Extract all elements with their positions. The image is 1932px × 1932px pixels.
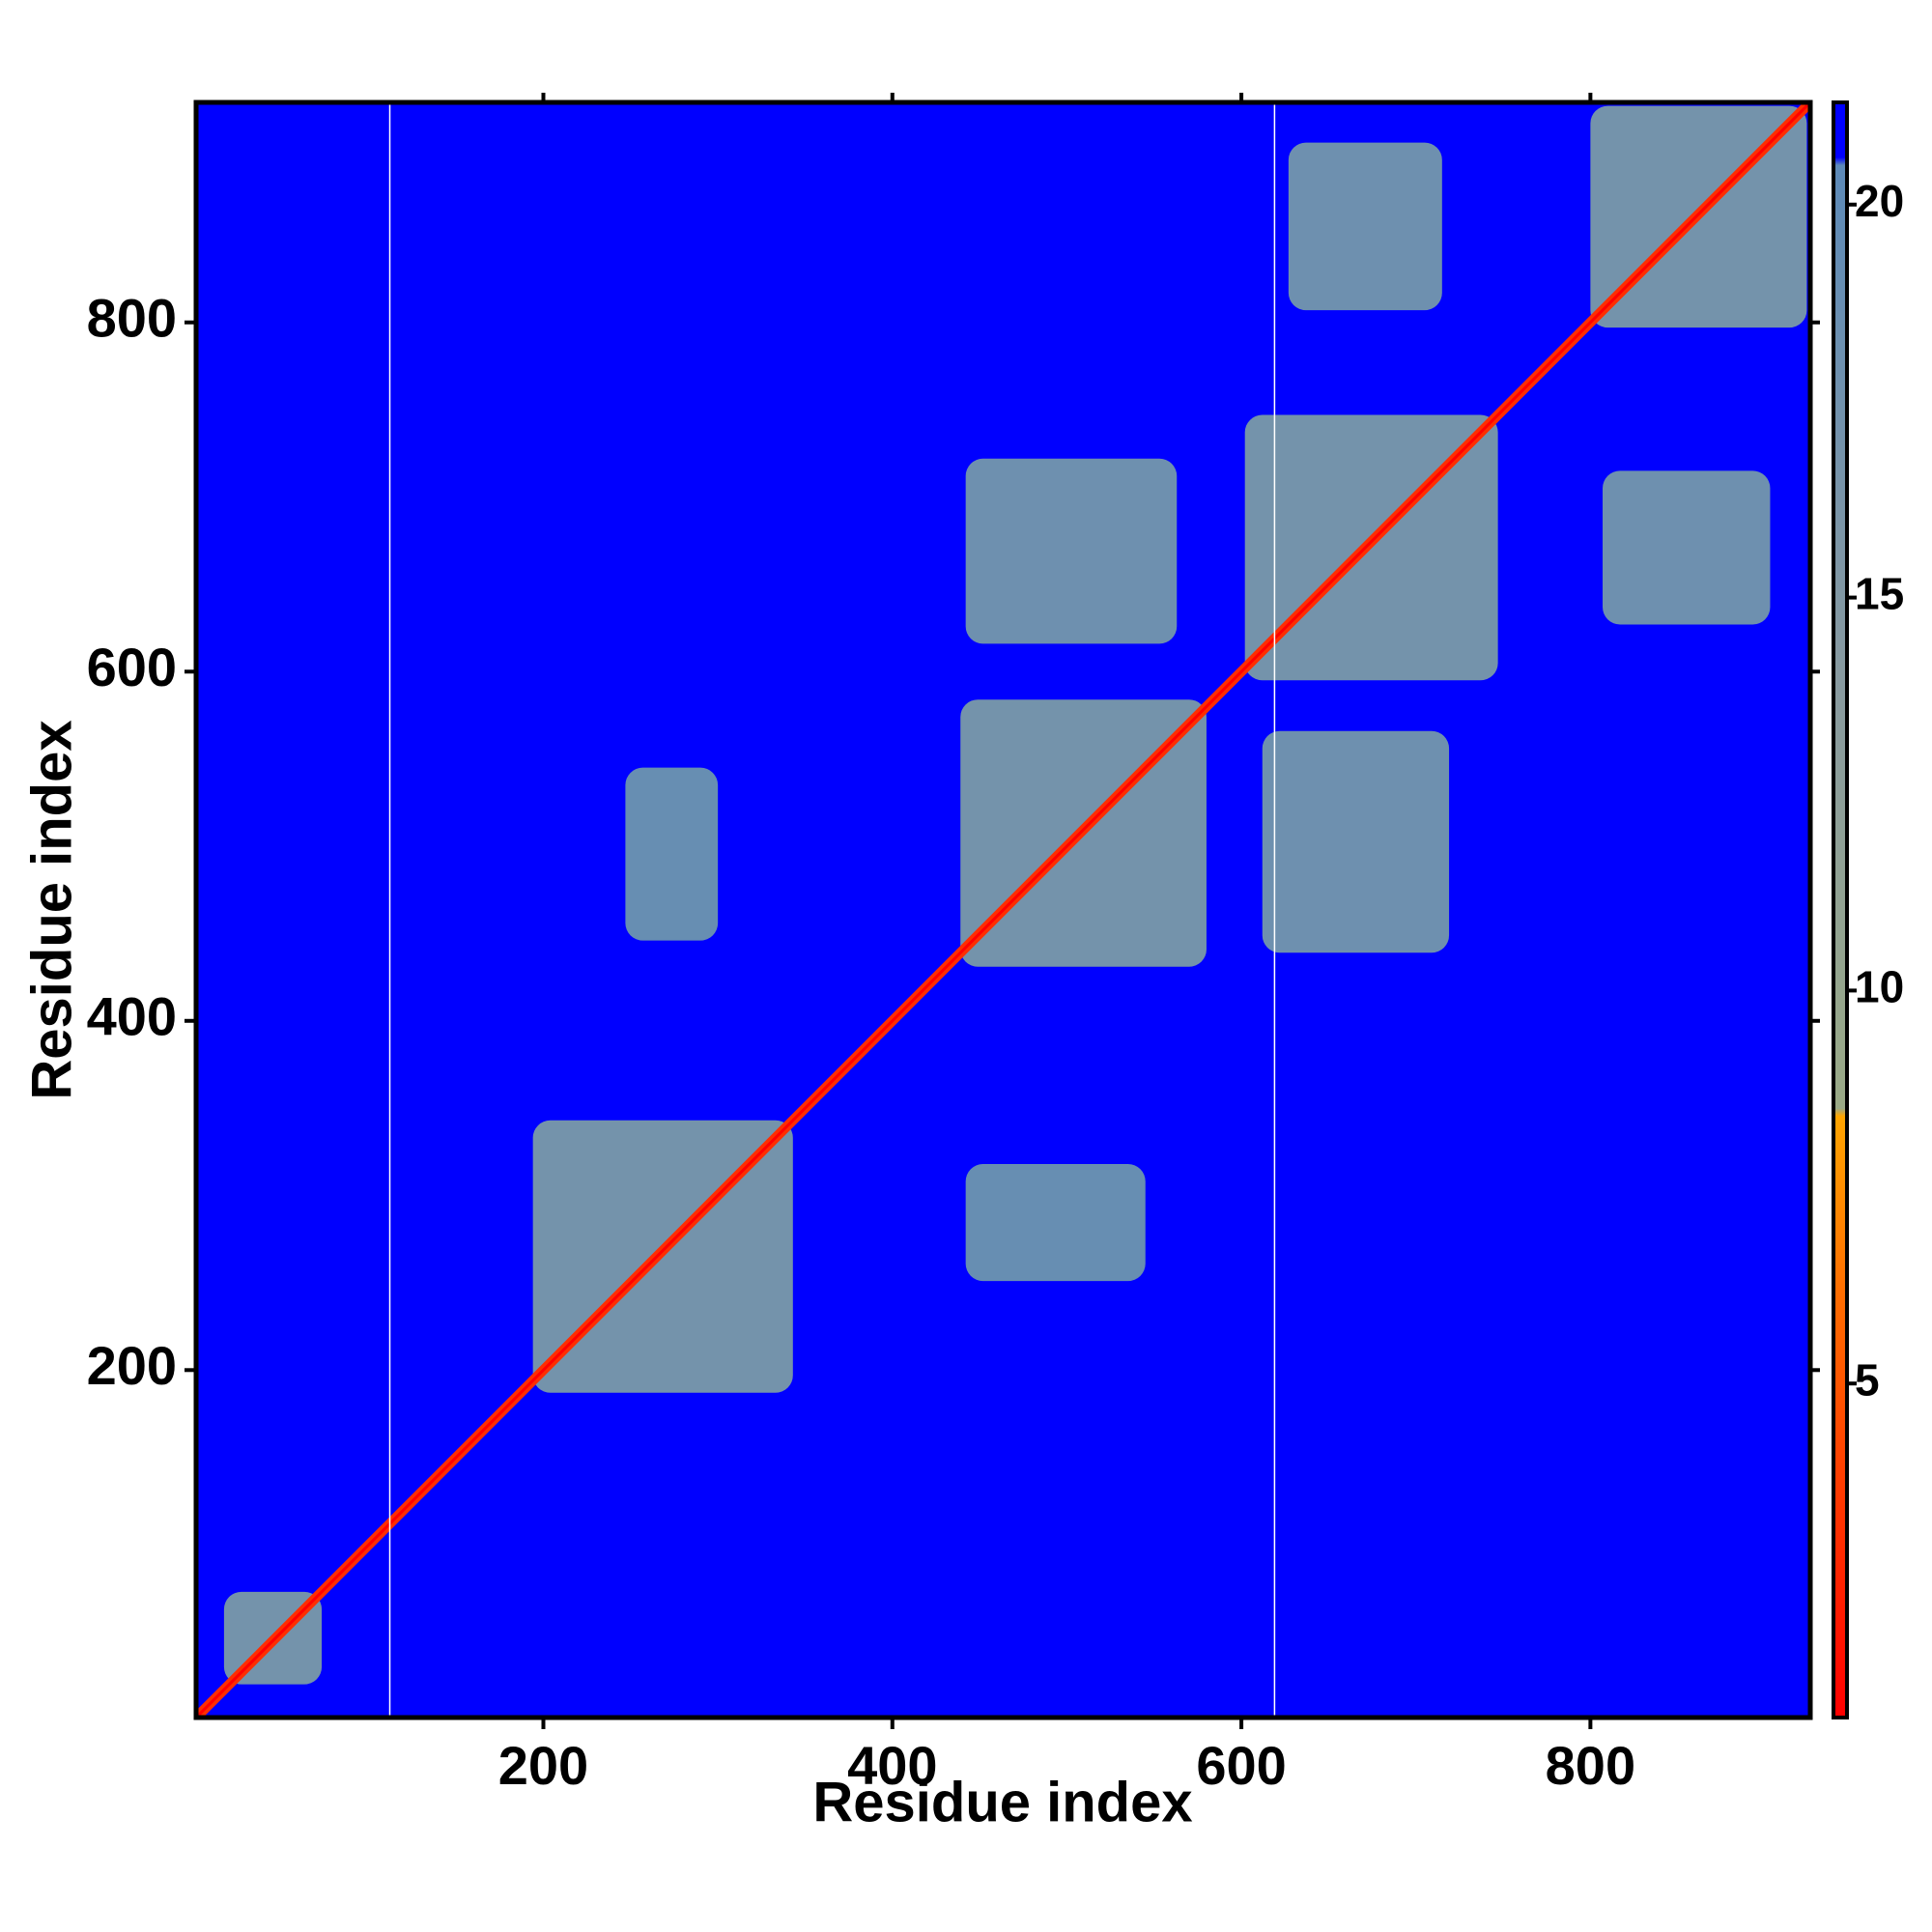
- diagonal-core: [196, 102, 1810, 1718]
- x-tick-label: 800: [1546, 1735, 1635, 1796]
- colorbar: [1832, 100, 1849, 1719]
- contact-region: [965, 1164, 1146, 1282]
- x-axis-title: Residue index: [812, 1771, 1192, 1833]
- y-tick-label: 600: [87, 637, 177, 697]
- contact-region: [965, 458, 1178, 644]
- colorbar-tick-label: 15: [1855, 569, 1904, 619]
- contact-region: [1262, 730, 1450, 953]
- contact-region: [625, 767, 719, 941]
- x-tick-label: 200: [498, 1735, 588, 1796]
- contact-region: [1603, 470, 1771, 625]
- x-tick-label: 600: [1196, 1735, 1286, 1796]
- colorbar-tick-label: 20: [1855, 176, 1904, 226]
- colorbar-tick-label: 10: [1855, 962, 1904, 1012]
- plot-frame: [193, 99, 1813, 1720]
- y-tick-label: 200: [87, 1335, 177, 1396]
- contact-region: [1288, 142, 1442, 311]
- colorbar-tick-label: 5: [1855, 1354, 1880, 1405]
- y-tick-label: 400: [87, 986, 177, 1047]
- heatmap: [196, 102, 1810, 1718]
- x-tick-label: 400: [847, 1735, 937, 1796]
- y-axis-title: Residue index: [20, 720, 83, 1099]
- y-tick-label: 800: [87, 288, 177, 349]
